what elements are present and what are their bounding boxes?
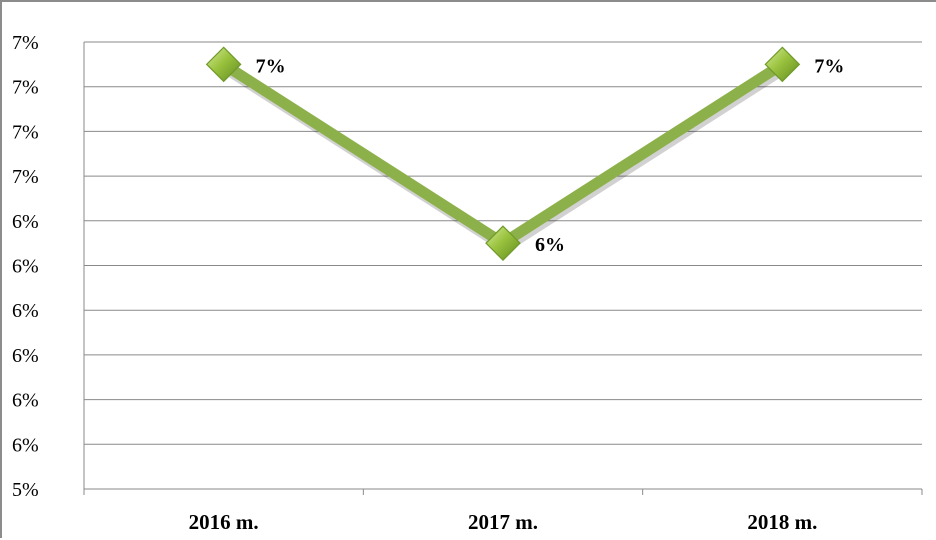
data-point-marker xyxy=(485,225,521,261)
y-tick-label: 7% xyxy=(12,121,39,143)
series-line-shadow xyxy=(222,61,788,253)
series-markers xyxy=(205,46,801,261)
axes xyxy=(83,42,923,495)
y-tick-label: 6% xyxy=(12,434,39,456)
data-point-marker xyxy=(205,46,242,83)
data-point-marker xyxy=(764,46,801,83)
series-line xyxy=(220,59,788,253)
y-tick-label: 6% xyxy=(12,300,39,322)
y-tick-label: 5% xyxy=(12,479,39,501)
x-tick-label: 2017 m. xyxy=(468,510,538,534)
y-tick-label: 7% xyxy=(12,32,39,54)
data-label: 6% xyxy=(535,234,565,256)
data-labels: 7% 6% 7% xyxy=(256,55,845,256)
data-label: 7% xyxy=(256,55,286,77)
y-tick-label: 6% xyxy=(12,211,39,233)
y-axis-tick-labels: 5% 6% 6% 6% 6% 6% 6% 7% 7% 7% 7% xyxy=(12,32,39,501)
gridlines xyxy=(84,41,922,490)
x-tick-label: 2018 m. xyxy=(747,510,817,534)
x-axis-tick-labels: 2016 m. 2017 m. 2018 m. xyxy=(189,510,818,534)
y-tick-label: 7% xyxy=(12,166,39,188)
y-tick-label: 7% xyxy=(12,77,39,99)
series-line-path xyxy=(220,59,786,249)
data-label: 7% xyxy=(814,55,844,77)
x-tick-label: 2016 m. xyxy=(189,510,259,534)
y-tick-label: 6% xyxy=(12,345,39,367)
y-tick-label: 6% xyxy=(12,390,39,412)
y-tick-label: 6% xyxy=(12,256,39,278)
